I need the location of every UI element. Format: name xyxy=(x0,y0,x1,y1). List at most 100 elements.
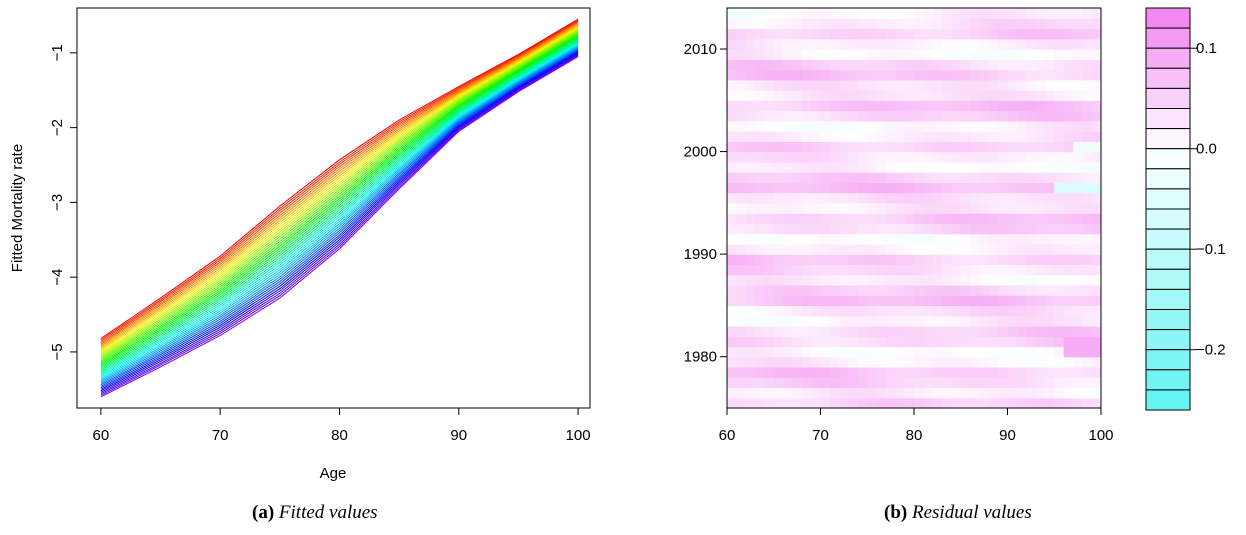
heatmap-cell xyxy=(764,305,775,317)
heatmap-cell xyxy=(1035,28,1046,40)
heatmap-cell xyxy=(923,18,934,30)
heatmap-cell xyxy=(923,110,934,122)
heatmap-cell xyxy=(801,387,812,399)
series-line xyxy=(100,37,579,369)
heatmap-cell xyxy=(960,18,971,30)
heatmap-cell xyxy=(1082,213,1093,224)
heatmap-cell xyxy=(773,120,784,132)
heatmap-cell xyxy=(727,223,737,235)
heatmap-cell xyxy=(979,356,990,368)
heatmap-cell xyxy=(1035,325,1046,337)
heatmap-cell xyxy=(951,202,962,214)
heatmap-cell xyxy=(1016,161,1027,173)
heatmap-cell xyxy=(942,120,952,132)
heatmap-cell xyxy=(764,79,775,91)
heatmap-cell xyxy=(783,336,794,348)
heatmap-cell xyxy=(1054,120,1065,132)
heatmap-cell xyxy=(885,213,896,224)
heatmap-cell xyxy=(792,192,803,204)
heatmap-cell xyxy=(951,141,962,153)
heatmap-cell xyxy=(857,28,868,40)
heatmap-cell xyxy=(895,213,906,224)
heatmap-cell xyxy=(998,69,1009,81)
heatmap-cell xyxy=(1054,223,1065,235)
heatmap-cell xyxy=(1007,110,1018,122)
heatmap-cell xyxy=(820,69,831,81)
x-tick-label: 80 xyxy=(906,427,923,444)
heatmap-cell xyxy=(1091,59,1101,71)
heatmap-cell xyxy=(1054,18,1065,30)
heatmap-cell xyxy=(904,172,915,183)
heatmap-cell xyxy=(942,397,952,408)
heatmap-cell xyxy=(979,346,990,358)
x-tick-label: 90 xyxy=(450,427,467,444)
heatmap-cell xyxy=(970,18,981,30)
heatmap-cell xyxy=(1063,18,1074,30)
colorbar-level xyxy=(1145,87,1191,110)
heatmap-cell xyxy=(998,202,1009,214)
heatmap-cell xyxy=(820,161,831,173)
heatmap-cell xyxy=(857,151,868,163)
heatmap-cell xyxy=(1072,8,1083,19)
heatmap-cell xyxy=(876,325,887,337)
heatmap-cell xyxy=(1044,100,1055,112)
heatmap-cell xyxy=(736,233,747,245)
heatmap-cell xyxy=(792,100,803,112)
heatmap-cell xyxy=(736,213,747,224)
heatmap-cell xyxy=(1016,8,1027,19)
heatmap-cell xyxy=(829,233,840,245)
heatmap-cell xyxy=(998,18,1009,30)
heatmap-cell xyxy=(811,366,822,378)
heatmap-cell xyxy=(1026,213,1037,224)
heatmap-cell xyxy=(736,69,747,81)
heatmap-cell xyxy=(839,131,850,142)
heatmap-cell xyxy=(895,202,906,214)
heatmap-cell xyxy=(755,325,765,337)
heatmap-cell xyxy=(970,131,981,142)
heatmap-cell xyxy=(848,161,859,173)
heatmap-cell xyxy=(764,274,775,286)
heatmap-cell xyxy=(783,141,794,153)
heatmap-cell xyxy=(1026,161,1037,173)
heatmap-cell xyxy=(914,182,924,194)
heatmap-cell xyxy=(783,182,794,194)
heatmap-cell xyxy=(773,315,784,327)
heatmap-cell xyxy=(745,38,756,50)
heatmap-cell xyxy=(801,397,812,408)
heatmap-cell xyxy=(792,274,803,286)
heatmap-cell xyxy=(970,243,981,255)
heatmap-cell xyxy=(885,172,896,183)
heatmap-cell xyxy=(1063,336,1074,348)
heatmap-cell xyxy=(727,90,737,101)
heatmap-cell xyxy=(951,284,962,296)
heatmap-cell xyxy=(1091,192,1101,204)
heatmap-cell xyxy=(1035,100,1046,112)
heatmap-cell xyxy=(1054,172,1065,183)
y-tick-label: 1990 xyxy=(684,246,717,263)
heatmap-cell xyxy=(904,366,915,378)
heatmap-cell xyxy=(1072,202,1083,214)
series-line xyxy=(100,25,579,350)
heatmap-cell xyxy=(988,356,999,368)
heatmap-cell xyxy=(755,69,765,81)
heatmap-cell xyxy=(970,161,981,173)
heatmap-cell xyxy=(970,182,981,194)
heatmap-cell xyxy=(923,161,934,173)
heatmap-cell xyxy=(764,202,775,214)
heatmap-cell xyxy=(932,213,943,224)
heatmap-cell xyxy=(960,141,971,153)
heatmap-cell xyxy=(764,120,775,132)
heatmap-cell xyxy=(970,284,981,296)
heatmap-cell xyxy=(1026,274,1037,286)
heatmap-cell xyxy=(1091,356,1101,368)
heatmap-cell xyxy=(857,213,868,224)
heatmap-cell xyxy=(1044,131,1055,142)
heatmap-cell xyxy=(876,182,887,194)
heatmap-cell xyxy=(820,223,831,235)
heatmap-cell xyxy=(867,151,878,163)
heatmap-cell xyxy=(820,18,831,30)
heatmap-cell xyxy=(951,264,962,276)
series-line xyxy=(100,27,579,353)
heatmap-cell xyxy=(773,182,784,194)
heatmap-cell xyxy=(811,59,822,71)
